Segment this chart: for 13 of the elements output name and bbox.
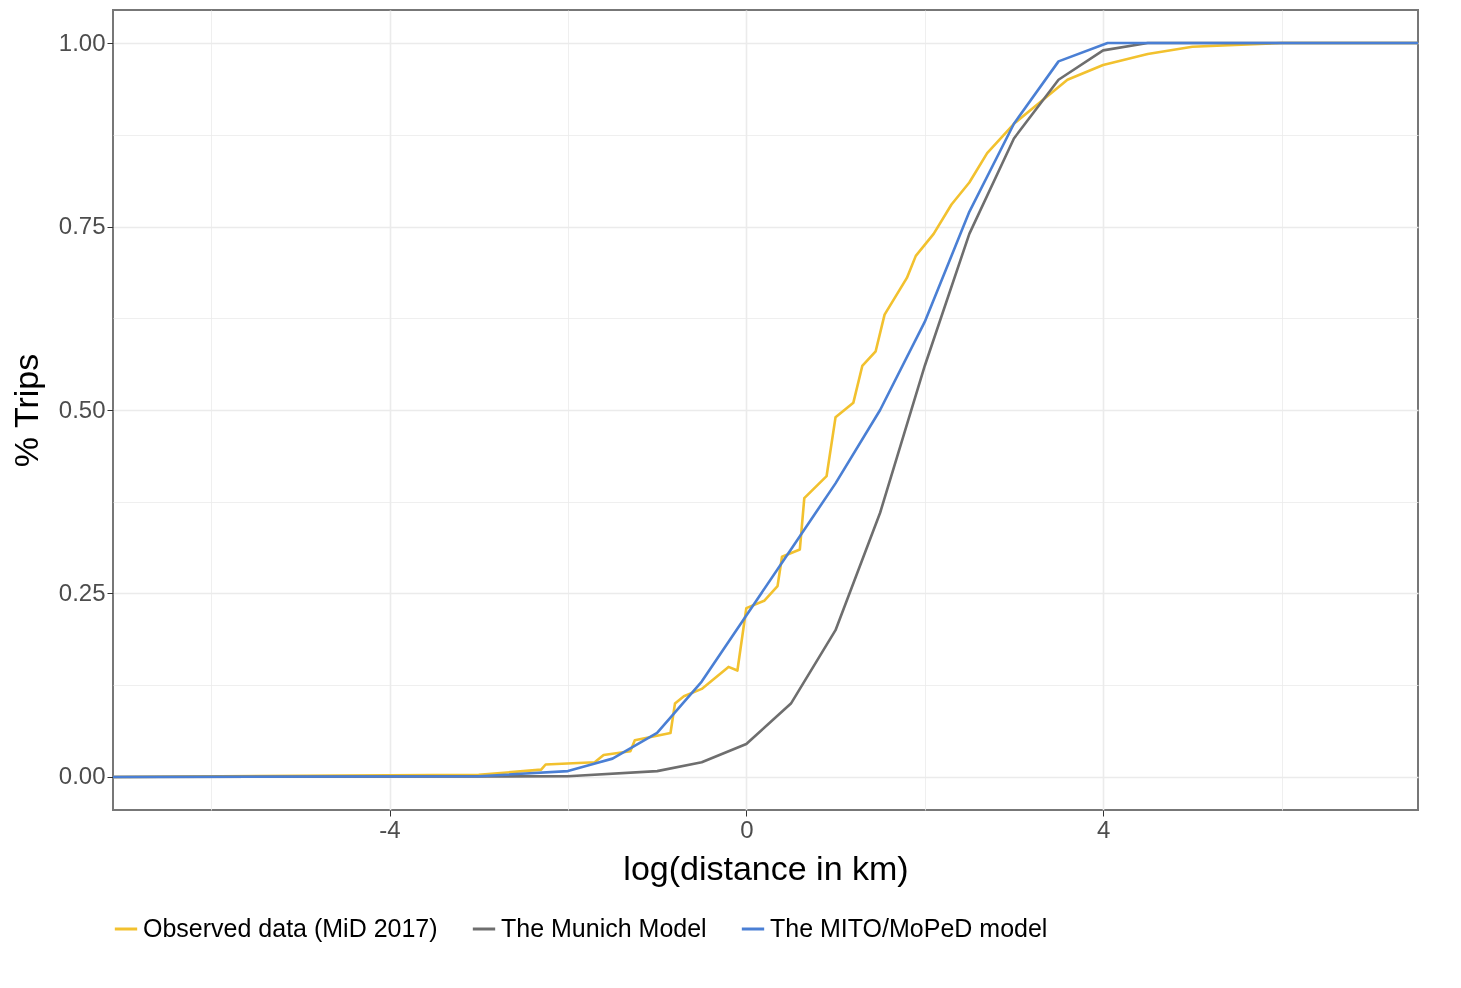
- y-tick-label: 0.00: [58, 762, 106, 790]
- x-tick-label: -4: [379, 815, 401, 843]
- y-axis-title: % Trips: [6, 353, 45, 468]
- y-tick-label: 0.50: [58, 395, 106, 423]
- y-tick-label: 0.75: [58, 212, 106, 240]
- legend-label: The Munich Model: [501, 914, 707, 942]
- legend-label: Observed data (MiD 2017): [143, 914, 438, 942]
- x-tick-label: 0: [740, 815, 754, 843]
- y-tick-label: 0.25: [58, 578, 106, 606]
- x-axis-title: log(distance in km): [623, 848, 909, 887]
- y-tick-label: 1.00: [58, 28, 106, 56]
- legend-label: The MITO/MoPeD model: [770, 914, 1048, 942]
- x-tick-label: 4: [1096, 815, 1111, 843]
